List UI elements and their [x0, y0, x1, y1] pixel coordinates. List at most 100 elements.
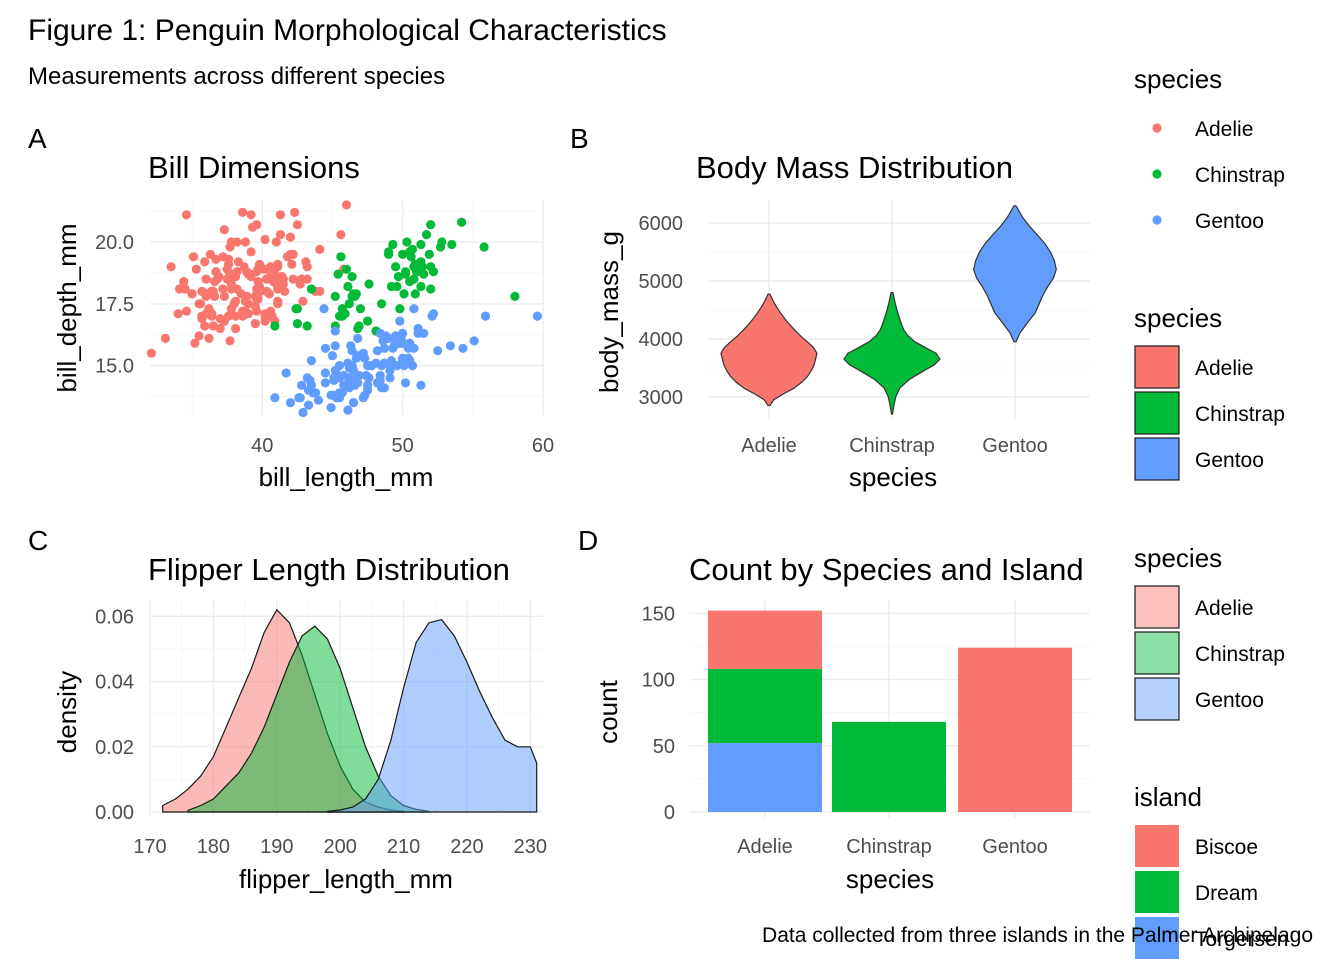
scatter-point-adelie — [295, 279, 305, 289]
scatter-point-adelie — [207, 286, 217, 296]
scatter-point-chinstrap — [302, 321, 312, 331]
scatter-point-adelie — [298, 296, 308, 306]
scatter-point-adelie — [200, 321, 210, 331]
scatter-point-chinstrap — [337, 311, 347, 321]
scatter-point-chinstrap — [270, 321, 280, 331]
density-gentoo — [326, 619, 538, 813]
panel-bill-dimensions: 40 50 60 15.0 17.5 20.0 Bill Dimensions bill_le… — [52, 150, 554, 492]
scatter-point-chinstrap — [398, 249, 408, 259]
y-tick-label: 3000 — [639, 387, 684, 409]
scatter-point-adelie — [271, 237, 281, 247]
scatter-point-chinstrap — [364, 279, 374, 289]
scatter-point-chinstrap — [347, 272, 357, 282]
scatter-point-adelie — [243, 309, 253, 319]
scatter-point-gentoo — [320, 343, 330, 353]
scatter-point-adelie — [266, 262, 276, 272]
scatter-point-gentoo — [330, 341, 340, 351]
panel-tag-d: D — [578, 525, 598, 556]
x-tick-label: Gentoo — [982, 836, 1048, 858]
scatter-point-gentoo — [353, 378, 363, 388]
y-tick-label: 150 — [642, 603, 675, 625]
scatter-point-adelie — [240, 237, 250, 247]
scatter-point-chinstrap — [424, 249, 434, 259]
scatter-point-chinstrap — [384, 247, 394, 257]
x-tick-label: 180 — [197, 836, 230, 858]
scatter-point-gentoo — [480, 311, 491, 321]
scatter-point-chinstrap — [437, 237, 447, 247]
scatter-point-chinstrap — [400, 269, 411, 279]
scatter-point-chinstrap — [333, 269, 343, 279]
scatter-point-gentoo — [532, 311, 543, 321]
scatter-point-adelie — [292, 220, 302, 230]
scatter-point-adelie — [264, 289, 274, 299]
scatter-point-adelie — [222, 274, 232, 284]
legend-item-label: Chinstrap — [1195, 643, 1285, 666]
scatter-point-adelie — [261, 274, 272, 284]
scatter-point-gentoo — [445, 341, 455, 351]
scatter-point-chinstrap — [409, 262, 419, 272]
violin-adelie — [720, 293, 818, 407]
scatter-point-adelie — [302, 274, 312, 284]
violin-chinstrap — [843, 292, 941, 415]
scatter-point-chinstrap — [292, 304, 302, 314]
x-axis-label: species — [849, 462, 937, 492]
scatter-point-gentoo — [281, 368, 291, 378]
y-tick-label: 15.0 — [95, 356, 134, 378]
x-axis-label: bill_length_mm — [259, 462, 434, 492]
scatter-point-adelie — [195, 299, 206, 309]
scatter-point-gentoo — [319, 304, 329, 314]
scatter-point-adelie — [205, 249, 215, 259]
scatter-point-gentoo — [343, 405, 353, 415]
panel-title: Bill Dimensions — [148, 150, 360, 185]
scatter-point-adelie — [253, 289, 263, 299]
legend-item-label: Gentoo — [1195, 689, 1264, 712]
scatter-point-adelie — [226, 284, 236, 294]
scatter-point-adelie — [180, 284, 190, 294]
violin-gentoo — [973, 205, 1057, 343]
legend-item-label: Gentoo — [1195, 449, 1264, 472]
scatter-point-adelie — [146, 348, 156, 358]
scatter-point-gentoo — [295, 393, 305, 403]
panel-count-by-island: Adelie Chinstrap Gentoo 0 50 100 150 Count by S… — [593, 552, 1090, 894]
scatter-point-gentoo — [313, 395, 323, 405]
scatter-point-adelie — [288, 249, 298, 259]
y-tick-label: 0.06 — [95, 606, 134, 628]
scatter-point-adelie — [275, 230, 286, 240]
scatter-point-chinstrap — [377, 299, 387, 309]
scatter-point-adelie — [179, 277, 189, 287]
scatter-point-adelie — [336, 230, 346, 240]
scatter-point-gentoo — [344, 383, 354, 393]
legend-title: species — [1134, 64, 1222, 94]
panel-body-mass: Adelie Chinstrap Gentoo 3000 4000 5000 6000 Bod… — [594, 150, 1090, 492]
y-tick-label: 50 — [653, 736, 675, 758]
scatter-point-adelie — [187, 289, 197, 299]
legend-title: species — [1134, 543, 1222, 573]
scatter-point-chinstrap — [388, 239, 398, 250]
legend-key-point — [1152, 215, 1162, 225]
panel-flipper-length: 170 180 190 200 210 220 230 0.00 0.02 0.04 0.06 Fli… — [52, 552, 547, 894]
legend-key-swatch — [1134, 345, 1180, 389]
scatter-point-gentoo — [433, 346, 443, 356]
scatter-point-adelie — [250, 319, 260, 329]
scatter-point-adelie — [254, 281, 265, 292]
scatter-point-chinstrap — [399, 289, 409, 299]
legend-item-label: Chinstrap — [1195, 164, 1285, 187]
scatter-point-chinstrap — [406, 252, 416, 262]
scatter-point-adelie — [201, 274, 211, 284]
scatter-point-adelie — [253, 264, 263, 274]
scatter-point-chinstrap — [336, 252, 346, 262]
scatter-point-adelie — [246, 210, 256, 220]
x-tick-label: 210 — [387, 836, 420, 858]
y-axis-label: count — [593, 679, 623, 743]
scatter-point-gentoo — [358, 348, 368, 358]
legend-key-point — [1152, 169, 1162, 179]
scatter-point-adelie — [219, 291, 229, 301]
scatter-point-adelie — [288, 274, 298, 284]
scatter-point-chinstrap — [306, 284, 316, 294]
scatter-point-gentoo — [385, 361, 395, 371]
scatter-point-adelie — [231, 311, 241, 321]
scatter-point-adelie — [201, 309, 211, 319]
scatter-point-chinstrap — [421, 230, 432, 240]
x-tick-label: Adelie — [741, 435, 797, 457]
scatter-point-adelie — [194, 331, 204, 341]
